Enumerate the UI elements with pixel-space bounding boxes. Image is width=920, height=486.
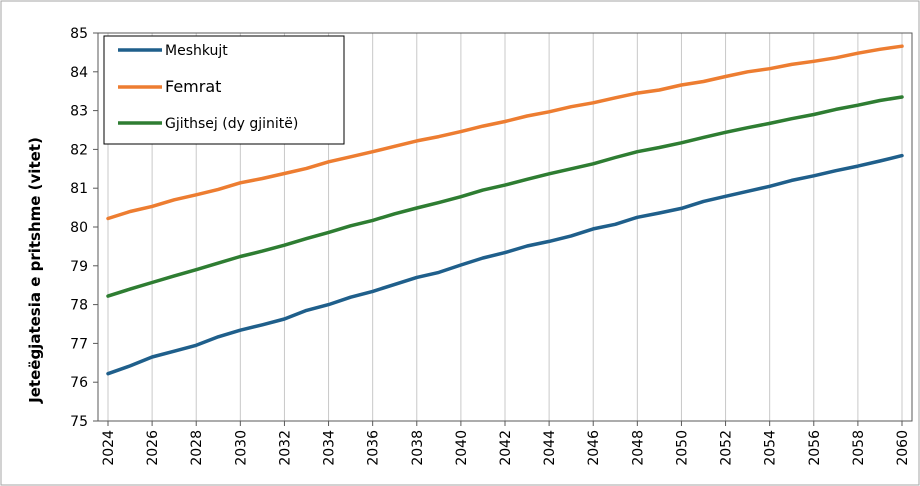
x-tick-label-2052: 2052 <box>719 430 735 466</box>
x-tick-label-2054: 2054 <box>763 430 779 466</box>
x-tick-label-2044: 2044 <box>542 430 558 466</box>
x-tick-label-2050: 2050 <box>674 430 690 466</box>
series-line-3 <box>106 95 904 298</box>
axes <box>93 32 913 426</box>
legend: Meshkujt Femrat Gjithsej (dy gjinitë) <box>103 35 345 145</box>
x-tick-label-2060: 2060 <box>895 430 911 466</box>
x-tick-label-2028: 2028 <box>189 430 205 466</box>
x-tick-label-2056: 2056 <box>807 430 823 466</box>
x-tick-label-2042: 2042 <box>498 430 514 466</box>
y-tick-label-77: 77 <box>70 336 88 352</box>
x-tick-labels: 2024 2026 2028 2030 2032 2034 2036 2038 2040 2042… <box>101 430 911 466</box>
legend-label-1: Meshkujt <box>165 43 228 59</box>
y-tick-label-79: 79 <box>70 259 88 275</box>
y-tick-label-76: 76 <box>70 375 88 391</box>
y-tick-label-81: 81 <box>70 181 88 197</box>
x-tick-label-2046: 2046 <box>586 430 602 466</box>
legend-box <box>103 35 345 145</box>
x-tick-label-2024: 2024 <box>101 430 117 466</box>
x-tick-label-2026: 2026 <box>145 430 161 466</box>
x-tick-label-2034: 2034 <box>322 430 338 466</box>
y-tick-label-82: 82 <box>70 142 88 158</box>
x-tick-label-2040: 2040 <box>454 430 470 466</box>
legend-label-3: Gjithsej (dy gjinitë) <box>165 116 298 132</box>
series-line-1 <box>106 153 904 376</box>
x-tick-label-2038: 2038 <box>410 430 426 466</box>
y-tick-label-80: 80 <box>70 220 88 236</box>
y-tick-label-84: 84 <box>70 65 88 81</box>
y-tick-label-78: 78 <box>70 298 88 314</box>
series-lines <box>106 44 904 376</box>
y-tick-label-83: 83 <box>70 104 88 120</box>
legend-label-2: Femrat <box>165 77 221 96</box>
y-tick-label-75: 75 <box>70 414 88 430</box>
y-tick-labels: 75 76 77 78 79 80 81 82 83 84 85 <box>70 26 88 430</box>
x-tick-label-2048: 2048 <box>630 430 646 466</box>
y-tick-label-85: 85 <box>70 26 88 42</box>
x-tick-label-2058: 2058 <box>851 430 867 466</box>
grid-lines <box>107 33 903 421</box>
y-axis-title: Jeteëgjatesia e pritshme (vitet) <box>26 137 44 404</box>
x-tick-label-2032: 2032 <box>277 430 293 466</box>
x-tick-label-2036: 2036 <box>366 430 382 466</box>
x-tick-label-2030: 2030 <box>233 430 249 466</box>
series-line-2 <box>106 44 904 221</box>
